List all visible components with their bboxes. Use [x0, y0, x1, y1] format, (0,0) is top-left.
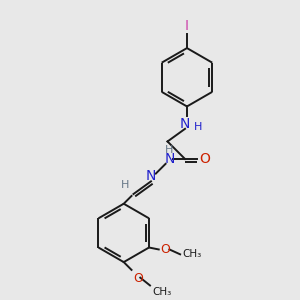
Text: H: H	[121, 180, 130, 190]
Text: N: N	[146, 169, 156, 184]
Text: O: O	[161, 243, 171, 256]
Text: N: N	[164, 152, 175, 166]
Text: H: H	[165, 145, 174, 155]
Text: O: O	[200, 152, 211, 166]
Text: I: I	[185, 19, 189, 32]
Text: N: N	[180, 117, 190, 131]
Text: CH₃: CH₃	[152, 287, 171, 297]
Text: H: H	[194, 122, 202, 132]
Text: CH₃: CH₃	[182, 249, 201, 259]
Text: O: O	[134, 272, 143, 285]
